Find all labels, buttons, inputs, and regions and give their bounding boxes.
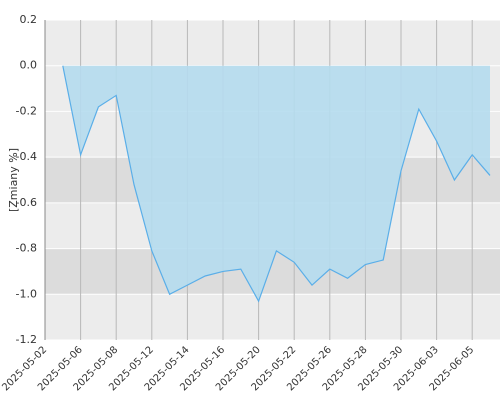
y-tick-label: -1.0 [16, 287, 37, 300]
y-tick-label: 0.2 [20, 13, 38, 26]
y-tick-label: -1.2 [16, 333, 37, 346]
y-tick-label: 0.0 [20, 59, 38, 72]
line [62, 65, 491, 303]
y-tick-label: -0.8 [16, 242, 37, 255]
y-tick-label: -0.4 [16, 150, 37, 163]
area [62, 65, 491, 302]
y-tick-label: -0.6 [16, 196, 37, 209]
y-axis-label: [Zmiany %] [7, 148, 20, 212]
y-tick-label: -0.2 [16, 104, 37, 117]
